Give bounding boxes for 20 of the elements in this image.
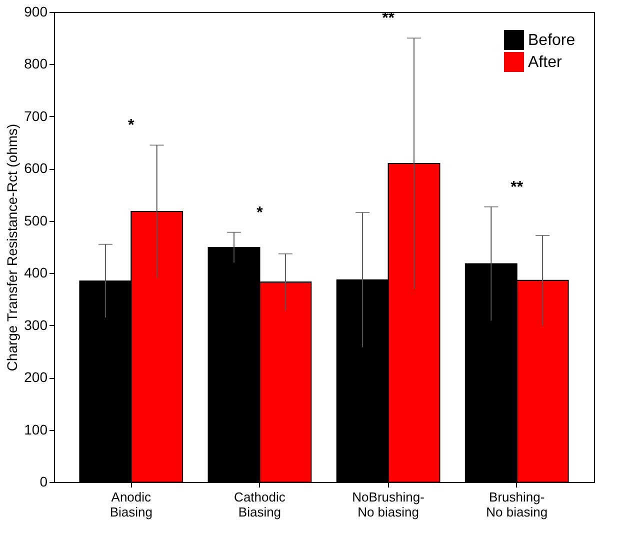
y-tick-label: 800 [24, 56, 48, 72]
y-tick-label: 600 [24, 160, 48, 176]
x-tick-label: NoBrushing- No biasing [352, 490, 424, 520]
annotation: ** [510, 178, 524, 196]
x-tick-label: Anodic Biasing [110, 490, 152, 520]
y-tick-label: 0 [40, 474, 48, 490]
y-tick-label: 200 [24, 369, 48, 386]
y-tick-label: 900 [24, 4, 48, 20]
y-axis-title: Charge Transfer Resistance-Rct (ohms) [4, 124, 20, 372]
x-tick-label: Cathodic Biasing [234, 490, 286, 520]
y-tick-label: 300 [24, 316, 48, 333]
y-tick-label: 400 [24, 264, 48, 281]
annotation: * [256, 204, 264, 222]
legend-label: After [528, 54, 562, 71]
y-tick-label: 700 [24, 108, 48, 124]
y-tick-label: 100 [24, 421, 48, 438]
x-tick-label: Brushing- No biasing [486, 490, 548, 520]
annotation: * [128, 117, 136, 134]
legend-label: Before [528, 32, 576, 49]
y-tick-label: 500 [24, 212, 48, 228]
